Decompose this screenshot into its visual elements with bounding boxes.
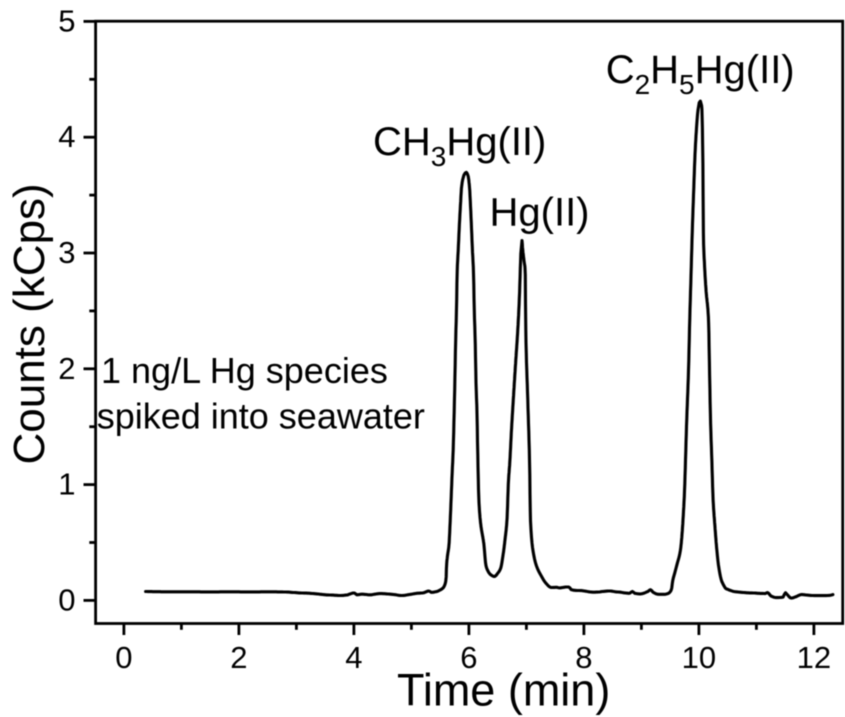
svg-text:0: 0 [58, 582, 75, 617]
svg-text:3: 3 [58, 235, 75, 270]
svg-text:2: 2 [58, 351, 75, 386]
svg-text:8: 8 [575, 640, 592, 675]
svg-text:spiked into seawater: spiked into seawater [97, 396, 425, 437]
svg-text:1: 1 [58, 467, 75, 502]
svg-text:Time (min): Time (min) [397, 665, 610, 716]
svg-text:2: 2 [230, 640, 247, 675]
svg-text:5: 5 [58, 3, 75, 38]
svg-text:10: 10 [682, 640, 716, 675]
svg-text:1 ng/L Hg species: 1 ng/L Hg species [101, 350, 388, 391]
svg-text:Hg(II): Hg(II) [490, 191, 590, 235]
svg-text:Counts (kCps): Counts (kCps) [5, 183, 54, 464]
svg-text:12: 12 [797, 640, 831, 675]
svg-text:4: 4 [345, 640, 362, 675]
svg-text:CH3Hg(II): CH3Hg(II) [373, 120, 546, 172]
svg-text:6: 6 [460, 640, 477, 675]
svg-text:0: 0 [115, 640, 132, 675]
svg-text:4: 4 [58, 119, 75, 154]
svg-text:C2H5Hg(II): C2H5Hg(II) [606, 48, 795, 100]
